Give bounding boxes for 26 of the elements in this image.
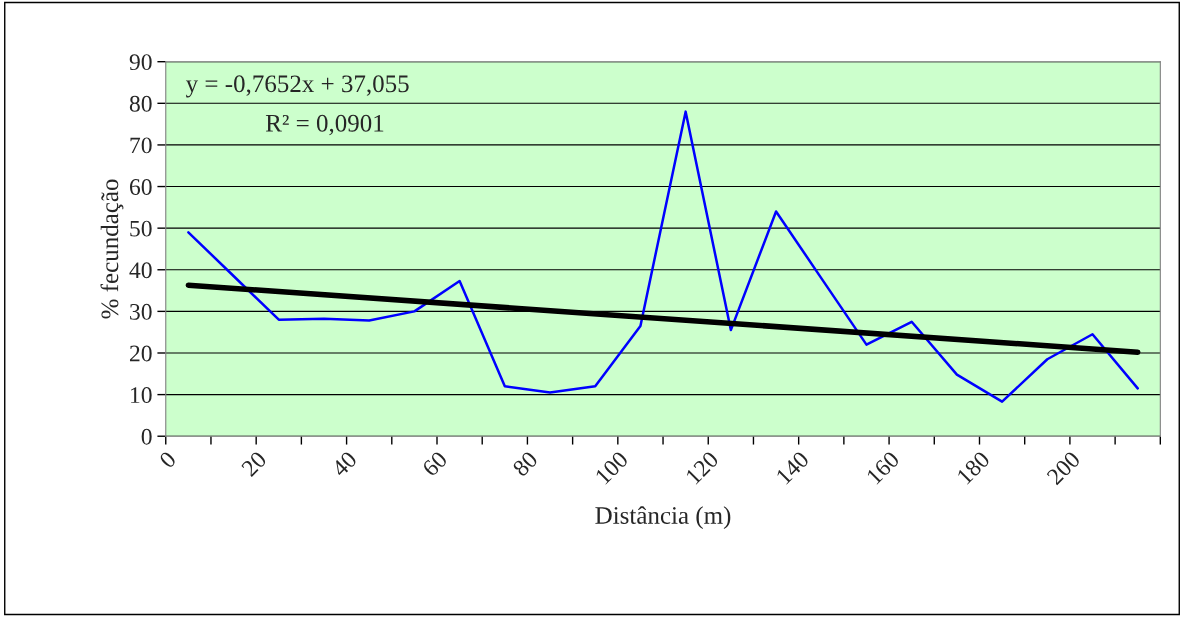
x-tick-label: 20 [240, 450, 268, 478]
annotation: R² = 0,0901 [265, 114, 384, 136]
x-tick-label: 40 [330, 450, 358, 478]
x-axis-title: Distância (m) [595, 506, 731, 529]
annotation: y = -0,7652x + 37,055 [185, 75, 409, 98]
x-tick-label: 160 [865, 450, 901, 485]
y-axis-title: % fecundação [100, 179, 124, 319]
x-tick-label: 0 [158, 450, 177, 469]
x-tick-label: 120 [685, 450, 720, 485]
x-tick-label: 100 [594, 450, 629, 485]
y-tick-label: 70 [130, 137, 152, 154]
y-tick-label: 30 [130, 303, 152, 320]
x-tick-label: 60 [421, 450, 449, 478]
line-series [187, 110, 1139, 403]
y-tick-label: 80 [129, 95, 152, 112]
y-tick-label: 0 [141, 428, 152, 445]
x-tick-label: 200 [1046, 450, 1082, 486]
x-tick-label: 140 [775, 450, 810, 485]
x-tick-label: 180 [956, 450, 991, 485]
y-tick-label: 50 [130, 220, 152, 237]
y-tick-label: 40 [129, 262, 152, 279]
y-tick-label: 20 [129, 345, 152, 362]
y-tick-label: 90 [129, 54, 152, 71]
x-tick-label: 80 [511, 450, 539, 478]
y-tick-label: 60 [129, 179, 152, 195]
y-tick-label: 10 [131, 387, 152, 404]
